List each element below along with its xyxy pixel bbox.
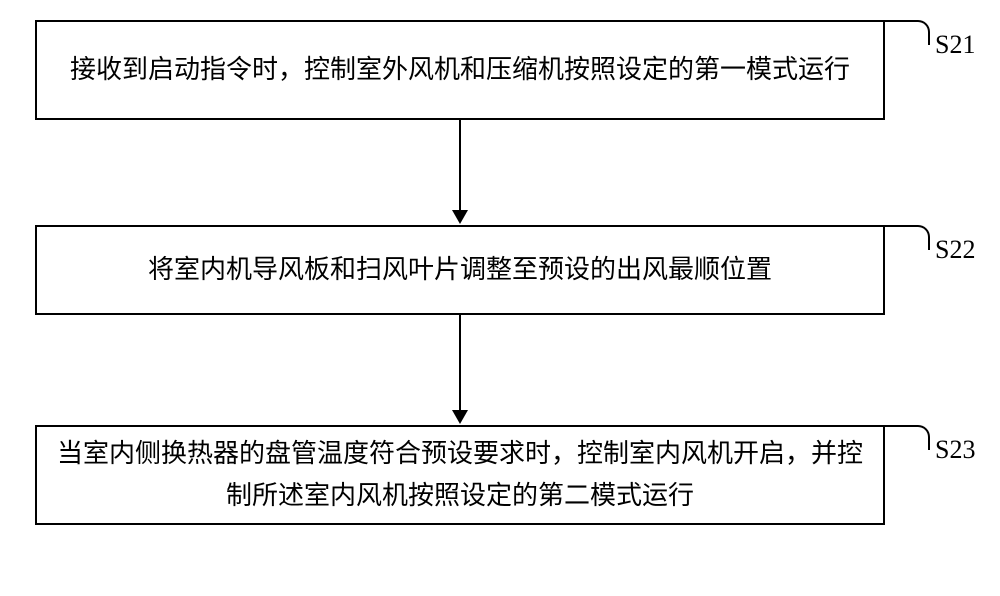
label-connector-s22 (885, 225, 930, 250)
arrow-line-1 (459, 120, 461, 210)
step-text-s23: 当室内侧换热器的盘管温度符合预设要求时，控制室内风机开启，并控制所述室内风机按照… (57, 433, 863, 516)
step-box-s23: 当室内侧换热器的盘管温度符合预设要求时，控制室内风机开启，并控制所述室内风机按照… (35, 425, 885, 525)
arrow-head-2 (452, 410, 468, 424)
step-text-s22: 将室内机导风板和扫风叶片调整至预设的出风最顺位置 (148, 249, 772, 291)
step-label-s22: S22 (935, 235, 975, 265)
step-text-s21: 接收到启动指令时，控制室外风机和压缩机按照设定的第一模式运行 (70, 49, 850, 91)
step-box-s22: 将室内机导风板和扫风叶片调整至预设的出风最顺位置 (35, 225, 885, 315)
label-connector-s23 (885, 425, 930, 450)
step-box-s21: 接收到启动指令时，控制室外风机和压缩机按照设定的第一模式运行 (35, 20, 885, 120)
step-label-s23: S23 (935, 435, 975, 465)
label-connector-s21 (885, 20, 930, 45)
arrow-head-1 (452, 210, 468, 224)
flowchart-container: 接收到启动指令时，控制室外风机和压缩机按照设定的第一模式运行 S21 将室内机导… (0, 0, 1000, 596)
arrow-line-2 (459, 315, 461, 410)
step-label-s21: S21 (935, 30, 975, 60)
